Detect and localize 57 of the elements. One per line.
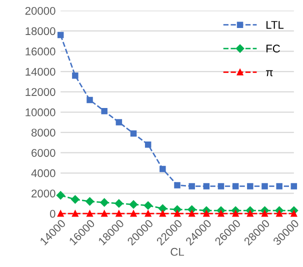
point	[218, 210, 224, 217]
y-tick-label: 4000	[31, 169, 56, 178]
point	[100, 198, 108, 207]
point	[129, 200, 138, 209]
point	[276, 183, 282, 190]
x-axis-title: CL	[170, 248, 184, 256]
point	[130, 210, 137, 217]
point	[276, 210, 282, 217]
point	[86, 96, 93, 104]
point	[72, 210, 78, 217]
point	[144, 201, 152, 210]
point	[116, 210, 122, 217]
y-tick-label: 8000	[32, 128, 56, 137]
point	[232, 183, 239, 190]
point	[130, 130, 137, 137]
point	[203, 210, 210, 217]
y-tick-label: 18000	[26, 27, 56, 36]
point	[247, 210, 254, 217]
y-tick-label: 14000	[26, 68, 56, 76]
point	[57, 32, 64, 38]
y-tick-label: 20000	[25, 6, 56, 15]
point	[290, 183, 298, 190]
point	[158, 204, 167, 213]
y-tick-label: 16000	[26, 48, 56, 56]
legend-label: π	[266, 70, 273, 76]
point	[174, 210, 180, 217]
point	[262, 210, 268, 217]
point	[86, 210, 93, 217]
point	[188, 210, 195, 217]
point	[57, 210, 64, 217]
point	[232, 210, 239, 217]
y-tick-label: 0	[50, 210, 56, 218]
point	[144, 210, 152, 217]
point	[71, 195, 80, 204]
point	[290, 210, 298, 217]
legend-label: FC	[266, 44, 280, 53]
point	[144, 141, 152, 148]
point	[174, 182, 180, 188]
y-tick-label: 10000	[26, 108, 56, 116]
legend-label: LTL	[266, 21, 284, 29]
y-tick-label: 12000	[26, 88, 56, 96]
point	[101, 108, 108, 114]
point	[188, 183, 195, 190]
point	[116, 119, 122, 126]
point	[218, 183, 224, 190]
point	[160, 210, 166, 217]
y-tick-label: 2000	[32, 190, 56, 198]
y-tick-label: 6000	[32, 148, 56, 157]
point	[203, 183, 210, 190]
point	[72, 72, 78, 79]
point	[160, 166, 166, 172]
point	[114, 199, 124, 208]
point	[101, 210, 108, 217]
point	[247, 183, 254, 190]
point	[86, 197, 94, 206]
point	[56, 191, 65, 200]
point	[262, 183, 268, 190]
